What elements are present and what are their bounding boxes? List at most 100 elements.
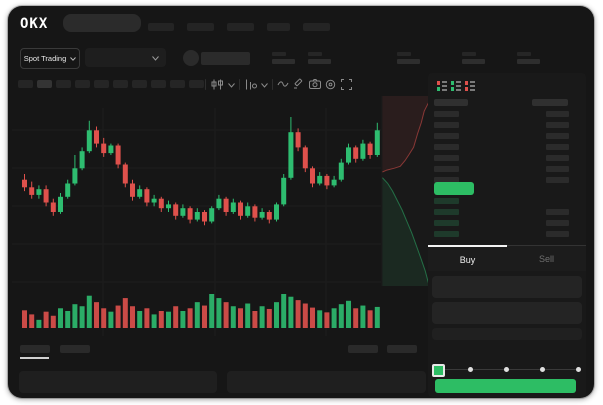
timeframe-pill[interactable] <box>18 80 33 88</box>
nav-item-placeholder[interactable] <box>227 23 254 31</box>
ask-row-amount-bar[interactable] <box>546 111 569 117</box>
bid-row-price-bar[interactable] <box>434 220 459 226</box>
indicators-icon[interactable] <box>245 79 257 90</box>
bottom-action-placeholder[interactable] <box>348 345 378 353</box>
pair-selector-dropdown[interactable] <box>85 48 166 67</box>
icon-part <box>465 87 468 91</box>
stat-value-placeholder <box>517 59 540 64</box>
ask-row-price-bar[interactable] <box>434 166 459 172</box>
toolbar-divider <box>239 79 240 90</box>
tab-buy[interactable]: Buy <box>428 245 507 273</box>
timeframe-pill[interactable] <box>75 80 90 88</box>
ask-row-price-bar[interactable] <box>434 111 459 117</box>
orderbook-amount-header-placeholder <box>532 99 568 106</box>
timeframe-pill[interactable] <box>94 80 109 88</box>
icon-part <box>456 85 461 87</box>
total-row <box>432 328 582 340</box>
pair-name-placeholder <box>201 52 250 65</box>
chevron-down-icon[interactable] <box>228 83 235 88</box>
timeframe-pill[interactable] <box>113 80 128 88</box>
ask-row-amount-bar[interactable] <box>546 155 569 161</box>
icon-part <box>470 81 475 83</box>
stat-label-placeholder <box>397 52 411 56</box>
chevron-down-icon[interactable] <box>261 83 268 88</box>
orderbook-trade-panel: Buy Sell <box>428 73 586 397</box>
nav-item-placeholder[interactable] <box>303 23 330 31</box>
bid-row-amount-bar[interactable] <box>546 220 569 226</box>
toolbar-divider <box>272 79 273 90</box>
percent-slider-stop[interactable] <box>540 367 545 372</box>
timeframe-pill[interactable] <box>151 80 166 88</box>
percent-slider-handle[interactable] <box>432 364 445 377</box>
search-input[interactable] <box>63 14 141 32</box>
price-input[interactable] <box>432 276 582 298</box>
orderbook-view-asks-only-icon[interactable] <box>465 81 475 91</box>
bid-row-amount-bar[interactable] <box>546 209 569 215</box>
timeframe-pill[interactable] <box>56 80 71 88</box>
okx-logo: OKX <box>20 16 49 32</box>
line-type-icon[interactable] <box>277 79 289 89</box>
ask-row-price-bar[interactable] <box>434 122 459 128</box>
ask-row-price-bar[interactable] <box>434 155 459 161</box>
stat-value-placeholder <box>462 59 485 64</box>
side-tab-bar: Buy Sell <box>428 245 586 271</box>
nav-item-placeholder[interactable] <box>148 23 174 31</box>
icon-part <box>465 81 468 85</box>
bottom-tab-orders[interactable] <box>20 345 50 353</box>
bottom-panel-left <box>19 371 217 393</box>
chevron-down-icon <box>70 56 77 61</box>
bottom-tab-history[interactable] <box>60 345 90 353</box>
bottom-action-placeholder[interactable] <box>387 345 417 353</box>
fullscreen-icon[interactable] <box>341 79 352 90</box>
icon-part <box>442 89 447 91</box>
ask-row-amount-bar[interactable] <box>546 144 569 150</box>
chevron-down-icon <box>152 56 159 61</box>
bid-row-price-bar[interactable] <box>434 231 459 237</box>
bottom-panel-right <box>227 371 426 393</box>
ask-row-amount-bar[interactable] <box>546 177 569 183</box>
bid-row-amount-bar[interactable] <box>546 231 569 237</box>
app-window: OKX Spot Trading <box>8 6 594 398</box>
settings-icon[interactable] <box>325 79 336 90</box>
timeframe-pill[interactable] <box>132 80 147 88</box>
icon-part <box>470 89 475 91</box>
orderbook-view-bids-only-icon[interactable] <box>451 81 461 91</box>
ask-row-amount-bar[interactable] <box>546 133 569 139</box>
ask-row-amount-bar[interactable] <box>546 166 569 172</box>
stat-label-placeholder <box>462 52 476 56</box>
buy-submit-button[interactable] <box>435 379 576 393</box>
timeframe-toolbar <box>18 80 204 88</box>
camera-icon[interactable] <box>309 79 321 89</box>
candle-style-icon[interactable] <box>211 79 224 90</box>
last-price-badge[interactable] <box>434 182 474 195</box>
percent-slider-stop[interactable] <box>468 367 473 372</box>
icon-part <box>451 81 454 85</box>
ask-row-price-bar[interactable] <box>434 177 459 183</box>
ask-row-price-bar[interactable] <box>434 144 459 150</box>
toolbar-divider <box>205 79 206 90</box>
timeframe-pill[interactable] <box>189 80 204 88</box>
depth-chart[interactable] <box>381 96 429 286</box>
ask-row-price-bar[interactable] <box>434 133 459 139</box>
percent-slider-stop[interactable] <box>576 367 581 372</box>
ask-row-amount-bar[interactable] <box>546 122 569 128</box>
icon-part <box>456 89 461 91</box>
orderbook-price-header-placeholder <box>434 99 468 106</box>
stat-label-placeholder <box>272 52 286 56</box>
bid-row-price-bar[interactable] <box>434 209 459 215</box>
icon-part <box>437 87 440 91</box>
icon-part <box>442 85 447 87</box>
timeframe-pill[interactable] <box>37 80 52 88</box>
draw-tools-icon[interactable] <box>293 78 304 89</box>
amount-input[interactable] <box>432 302 582 324</box>
orderbook-view-combined-icon[interactable] <box>437 81 447 91</box>
timeframe-pill[interactable] <box>170 80 185 88</box>
bid-row-price-bar[interactable] <box>434 198 459 204</box>
candlestick-chart[interactable] <box>12 88 432 338</box>
market-type-dropdown[interactable]: Spot Trading <box>20 48 80 69</box>
nav-item-placeholder[interactable] <box>187 23 214 31</box>
icon-part <box>456 81 461 83</box>
percent-slider-stop[interactable] <box>504 367 509 372</box>
nav-item-placeholder[interactable] <box>267 23 290 31</box>
tab-sell[interactable]: Sell <box>507 245 586 272</box>
